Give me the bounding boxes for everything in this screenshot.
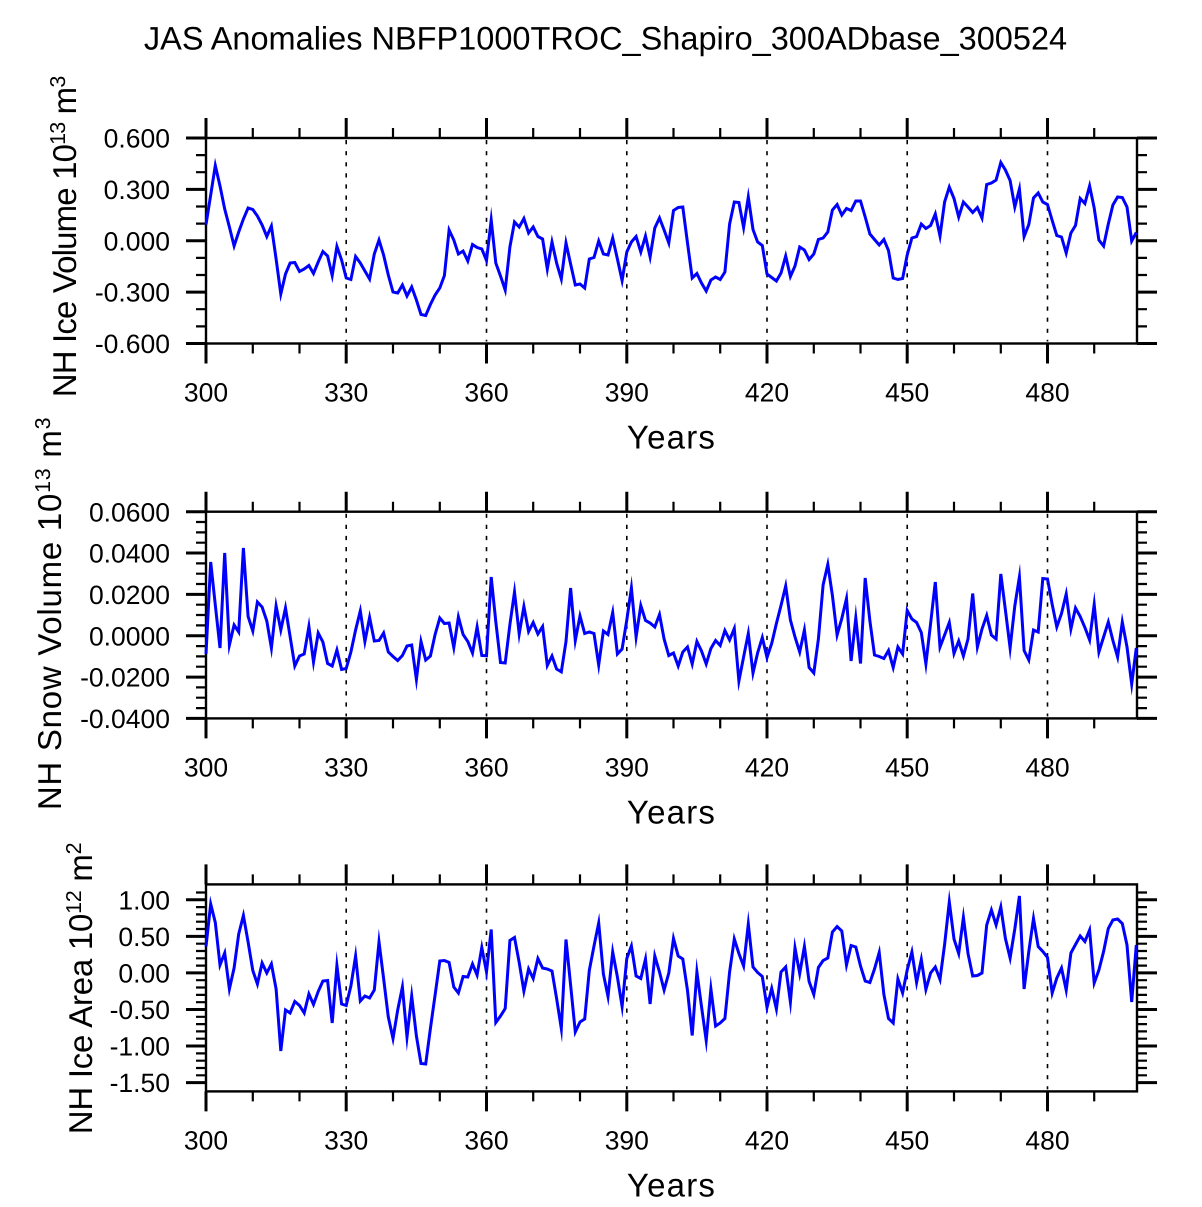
svg-text:480: 480 — [1025, 378, 1069, 408]
svg-text:450: 450 — [885, 752, 929, 782]
svg-text:300: 300 — [184, 378, 228, 408]
svg-text:360: 360 — [464, 1125, 508, 1155]
svg-text:330: 330 — [324, 1125, 368, 1155]
svg-text:0.00: 0.00 — [118, 959, 170, 989]
svg-text:330: 330 — [324, 378, 368, 408]
svg-text:0.50: 0.50 — [118, 922, 170, 952]
svg-text:390: 390 — [605, 752, 649, 782]
svg-text:360: 360 — [464, 378, 508, 408]
svg-text:NH Ice Area 1012 m2: NH Ice Area 1012 m2 — [62, 843, 99, 1135]
svg-text:0.300: 0.300 — [104, 175, 170, 205]
svg-text:0.0200: 0.0200 — [89, 580, 170, 610]
svg-text:Years: Years — [627, 793, 716, 830]
svg-text:0.600: 0.600 — [104, 124, 170, 154]
svg-text:0.0600: 0.0600 — [89, 497, 170, 527]
svg-text:0.000: 0.000 — [104, 226, 170, 256]
svg-text:390: 390 — [605, 1125, 649, 1155]
svg-text:Years: Years — [627, 1166, 716, 1202]
svg-text:NH Snow Volume 1013 m3: NH Snow Volume 1013 m3 — [31, 417, 68, 811]
svg-text:450: 450 — [885, 378, 929, 408]
svg-text:0.0400: 0.0400 — [89, 539, 170, 569]
svg-text:450: 450 — [885, 1125, 929, 1155]
svg-text:420: 420 — [745, 378, 789, 408]
svg-text:420: 420 — [745, 752, 789, 782]
svg-text:-0.0200: -0.0200 — [80, 663, 170, 693]
svg-text:0.0000: 0.0000 — [89, 621, 170, 651]
svg-text:1.00: 1.00 — [118, 885, 170, 915]
svg-text:480: 480 — [1025, 752, 1069, 782]
svg-text:-1.00: -1.00 — [110, 1032, 170, 1062]
svg-text:480: 480 — [1025, 1125, 1069, 1155]
svg-text:-1.50: -1.50 — [110, 1068, 170, 1098]
svg-text:-0.0400: -0.0400 — [80, 704, 170, 734]
svg-text:Years: Years — [627, 419, 716, 456]
svg-text:360: 360 — [464, 752, 508, 782]
svg-text:JAS Anomalies NBFP1000TROC_Sha: JAS Anomalies NBFP1000TROC_Shapiro_300AD… — [144, 21, 1067, 57]
svg-text:300: 300 — [184, 1125, 228, 1155]
svg-text:-0.300: -0.300 — [95, 278, 170, 308]
svg-text:300: 300 — [184, 752, 228, 782]
svg-text:330: 330 — [324, 752, 368, 782]
svg-text:420: 420 — [745, 1125, 789, 1155]
svg-text:390: 390 — [605, 378, 649, 408]
svg-text:-0.50: -0.50 — [110, 995, 170, 1025]
svg-text:-0.600: -0.600 — [95, 329, 170, 359]
